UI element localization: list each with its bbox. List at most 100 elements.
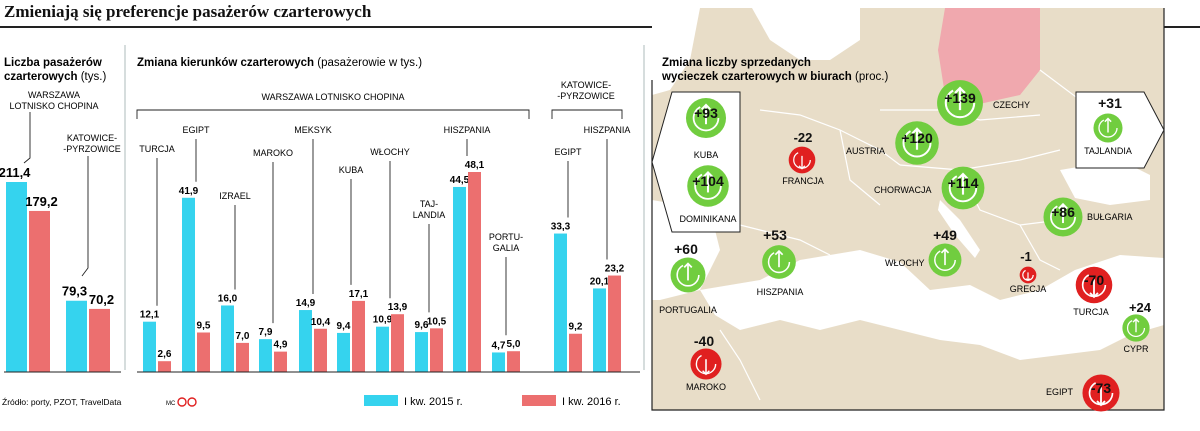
bar-2015 bbox=[221, 305, 234, 372]
bar-2016 bbox=[608, 275, 621, 372]
marker-country-label: DOMINIKANA bbox=[679, 214, 736, 224]
bar-2015 bbox=[593, 288, 606, 372]
marker-value: -22 bbox=[794, 130, 813, 145]
marker-country-label: KUBA bbox=[694, 150, 719, 160]
map-marker-francja: -22 FRANCJA bbox=[782, 130, 824, 186]
map-marker-czechy: +139 CZECHY bbox=[937, 80, 1030, 126]
panel2-unit: (pasażerowie w tys.) bbox=[317, 57, 422, 69]
group-bracket-ktw bbox=[551, 109, 623, 119]
marker-value: -73 bbox=[1091, 380, 1111, 396]
category-label: WŁOCHY bbox=[370, 147, 410, 157]
panel3-unit: (proc.) bbox=[855, 71, 888, 83]
marker-country-label: BUŁGARIA bbox=[1087, 212, 1133, 222]
pointer-line bbox=[81, 156, 89, 277]
marker-country-label: CZECHY bbox=[993, 100, 1030, 110]
bar-value-label: 9,5 bbox=[197, 320, 211, 331]
bar-2015 bbox=[415, 332, 428, 372]
category-label: TURCJA bbox=[139, 144, 175, 154]
arrow-head bbox=[911, 127, 923, 135]
arrow-head bbox=[798, 165, 806, 170]
marker-value: +31 bbox=[1098, 95, 1122, 111]
panel1-ktw-label-2: -PYRZOWICE bbox=[63, 144, 121, 154]
copyright-icon bbox=[177, 397, 187, 407]
title-rule bbox=[0, 26, 1200, 28]
map-marker-portugalia: +60 PORTUGALIA bbox=[659, 241, 717, 315]
category-label: IZRAEL bbox=[219, 191, 251, 201]
bar-value-label: 10,5 bbox=[427, 316, 447, 327]
map-marker-maroko: -40 MAROKO bbox=[686, 333, 726, 392]
marker-value: -40 bbox=[694, 333, 714, 349]
panel1-waw-label-1: WARSZAWA bbox=[28, 90, 80, 100]
bar-value-label: 70,2 bbox=[89, 292, 114, 307]
panel2-group-ktw-2: -PYRZOWICE bbox=[557, 91, 615, 101]
marker-country-label: CHORWACJA bbox=[874, 185, 932, 195]
legend-label-2015: I kw. 2015 r. bbox=[404, 396, 463, 408]
marker-value: +139 bbox=[944, 90, 976, 106]
category-label: EGIPT bbox=[182, 125, 210, 135]
bar-2015 bbox=[299, 310, 312, 372]
arrow-head bbox=[1132, 318, 1140, 323]
bar-2016 bbox=[352, 300, 365, 372]
marker-country-label: TAJLANDIA bbox=[1084, 146, 1132, 156]
arrow-up-icon bbox=[902, 128, 932, 158]
bar-value-label: 9,4 bbox=[337, 321, 351, 332]
panel1-unit: (tys.) bbox=[81, 71, 107, 83]
bar-value-label: 16,0 bbox=[218, 293, 238, 304]
marker-country-label: TURCJA bbox=[1073, 307, 1109, 317]
arrow-head bbox=[700, 103, 712, 111]
bar-2016 bbox=[569, 333, 582, 372]
atlantic-sea bbox=[652, 8, 700, 95]
bar-2015 bbox=[554, 233, 567, 372]
category-label: MEKSYK bbox=[294, 125, 332, 135]
arrow-up-icon bbox=[948, 173, 978, 203]
legend-swatch-2016 bbox=[522, 395, 556, 406]
black-sea bbox=[1060, 160, 1150, 205]
bar-value-label: 14,9 bbox=[296, 298, 316, 309]
panel2-chart: 12,1 2,6 TURCJA 41,9 9,5 EGIPT 16,0 7,0 IZRAEL 7,… bbox=[139, 125, 630, 372]
bar-value-label: 2,6 bbox=[158, 349, 172, 360]
map-marker-egipt: -73 EGIPT bbox=[1046, 374, 1120, 412]
arrow-head bbox=[702, 370, 710, 376]
logo-text: MC bbox=[166, 401, 176, 407]
bar-2015 bbox=[453, 186, 466, 372]
arrow-up-icon bbox=[692, 104, 720, 132]
map-marker-tajlandia: +31 TAJLANDIA bbox=[1084, 95, 1132, 156]
bar-value-label: 5,0 bbox=[507, 339, 521, 350]
marker-value: +120 bbox=[901, 130, 933, 146]
category-label: HISZPANIA bbox=[444, 125, 491, 135]
marker-country-label: WŁOCHY bbox=[885, 258, 925, 268]
arrow-head bbox=[1058, 202, 1068, 210]
bar-value-label: 23,2 bbox=[605, 264, 625, 275]
mediterranean-sea bbox=[700, 250, 1164, 360]
bar-value-label: 33,3 bbox=[551, 222, 571, 233]
arrow-head bbox=[1089, 292, 1099, 299]
panel1-title: czarterowych (tys.) bbox=[4, 71, 106, 83]
bar-2016 bbox=[430, 328, 443, 372]
bar-value-label: 4,7 bbox=[492, 340, 506, 351]
bar-2015 bbox=[66, 300, 87, 372]
marker-country-label: GRECJA bbox=[1010, 284, 1047, 294]
map-marker-austria: +120 AUSTRIA bbox=[846, 121, 939, 165]
arrow-up-icon bbox=[676, 263, 700, 287]
marker-value: +24 bbox=[1129, 300, 1152, 315]
category-label: KUBA bbox=[339, 165, 364, 175]
panel1-chart: 211,4 179,2 79,370,2 bbox=[0, 112, 114, 372]
arrow-head bbox=[940, 248, 950, 254]
bar-value-label: 13,9 bbox=[388, 302, 408, 313]
bar-value-label: 211,4 bbox=[0, 165, 31, 180]
map-markers: +93 KUBA +104 DOMINIKANA -22 FRANCJA +139 CZECH… bbox=[659, 80, 1152, 412]
bar-2016 bbox=[236, 342, 249, 372]
bar-2016 bbox=[391, 314, 404, 372]
arrow-head bbox=[702, 171, 714, 178]
bar-2015 bbox=[259, 339, 272, 372]
category-label: MAROKO bbox=[253, 148, 293, 158]
map-marker-turcja: -70 TURCJA bbox=[1073, 266, 1113, 317]
legend-label-2016: I kw. 2016 r. bbox=[562, 396, 621, 408]
marker-value: +53 bbox=[763, 227, 787, 243]
bar-2016 bbox=[314, 328, 327, 372]
north-sea bbox=[752, 8, 860, 60]
map-marker-chorwacja: +114 CHORWACJA bbox=[874, 166, 985, 210]
bar-value-label: 44,5 bbox=[450, 175, 470, 186]
marker-value: -1 bbox=[1020, 249, 1032, 264]
